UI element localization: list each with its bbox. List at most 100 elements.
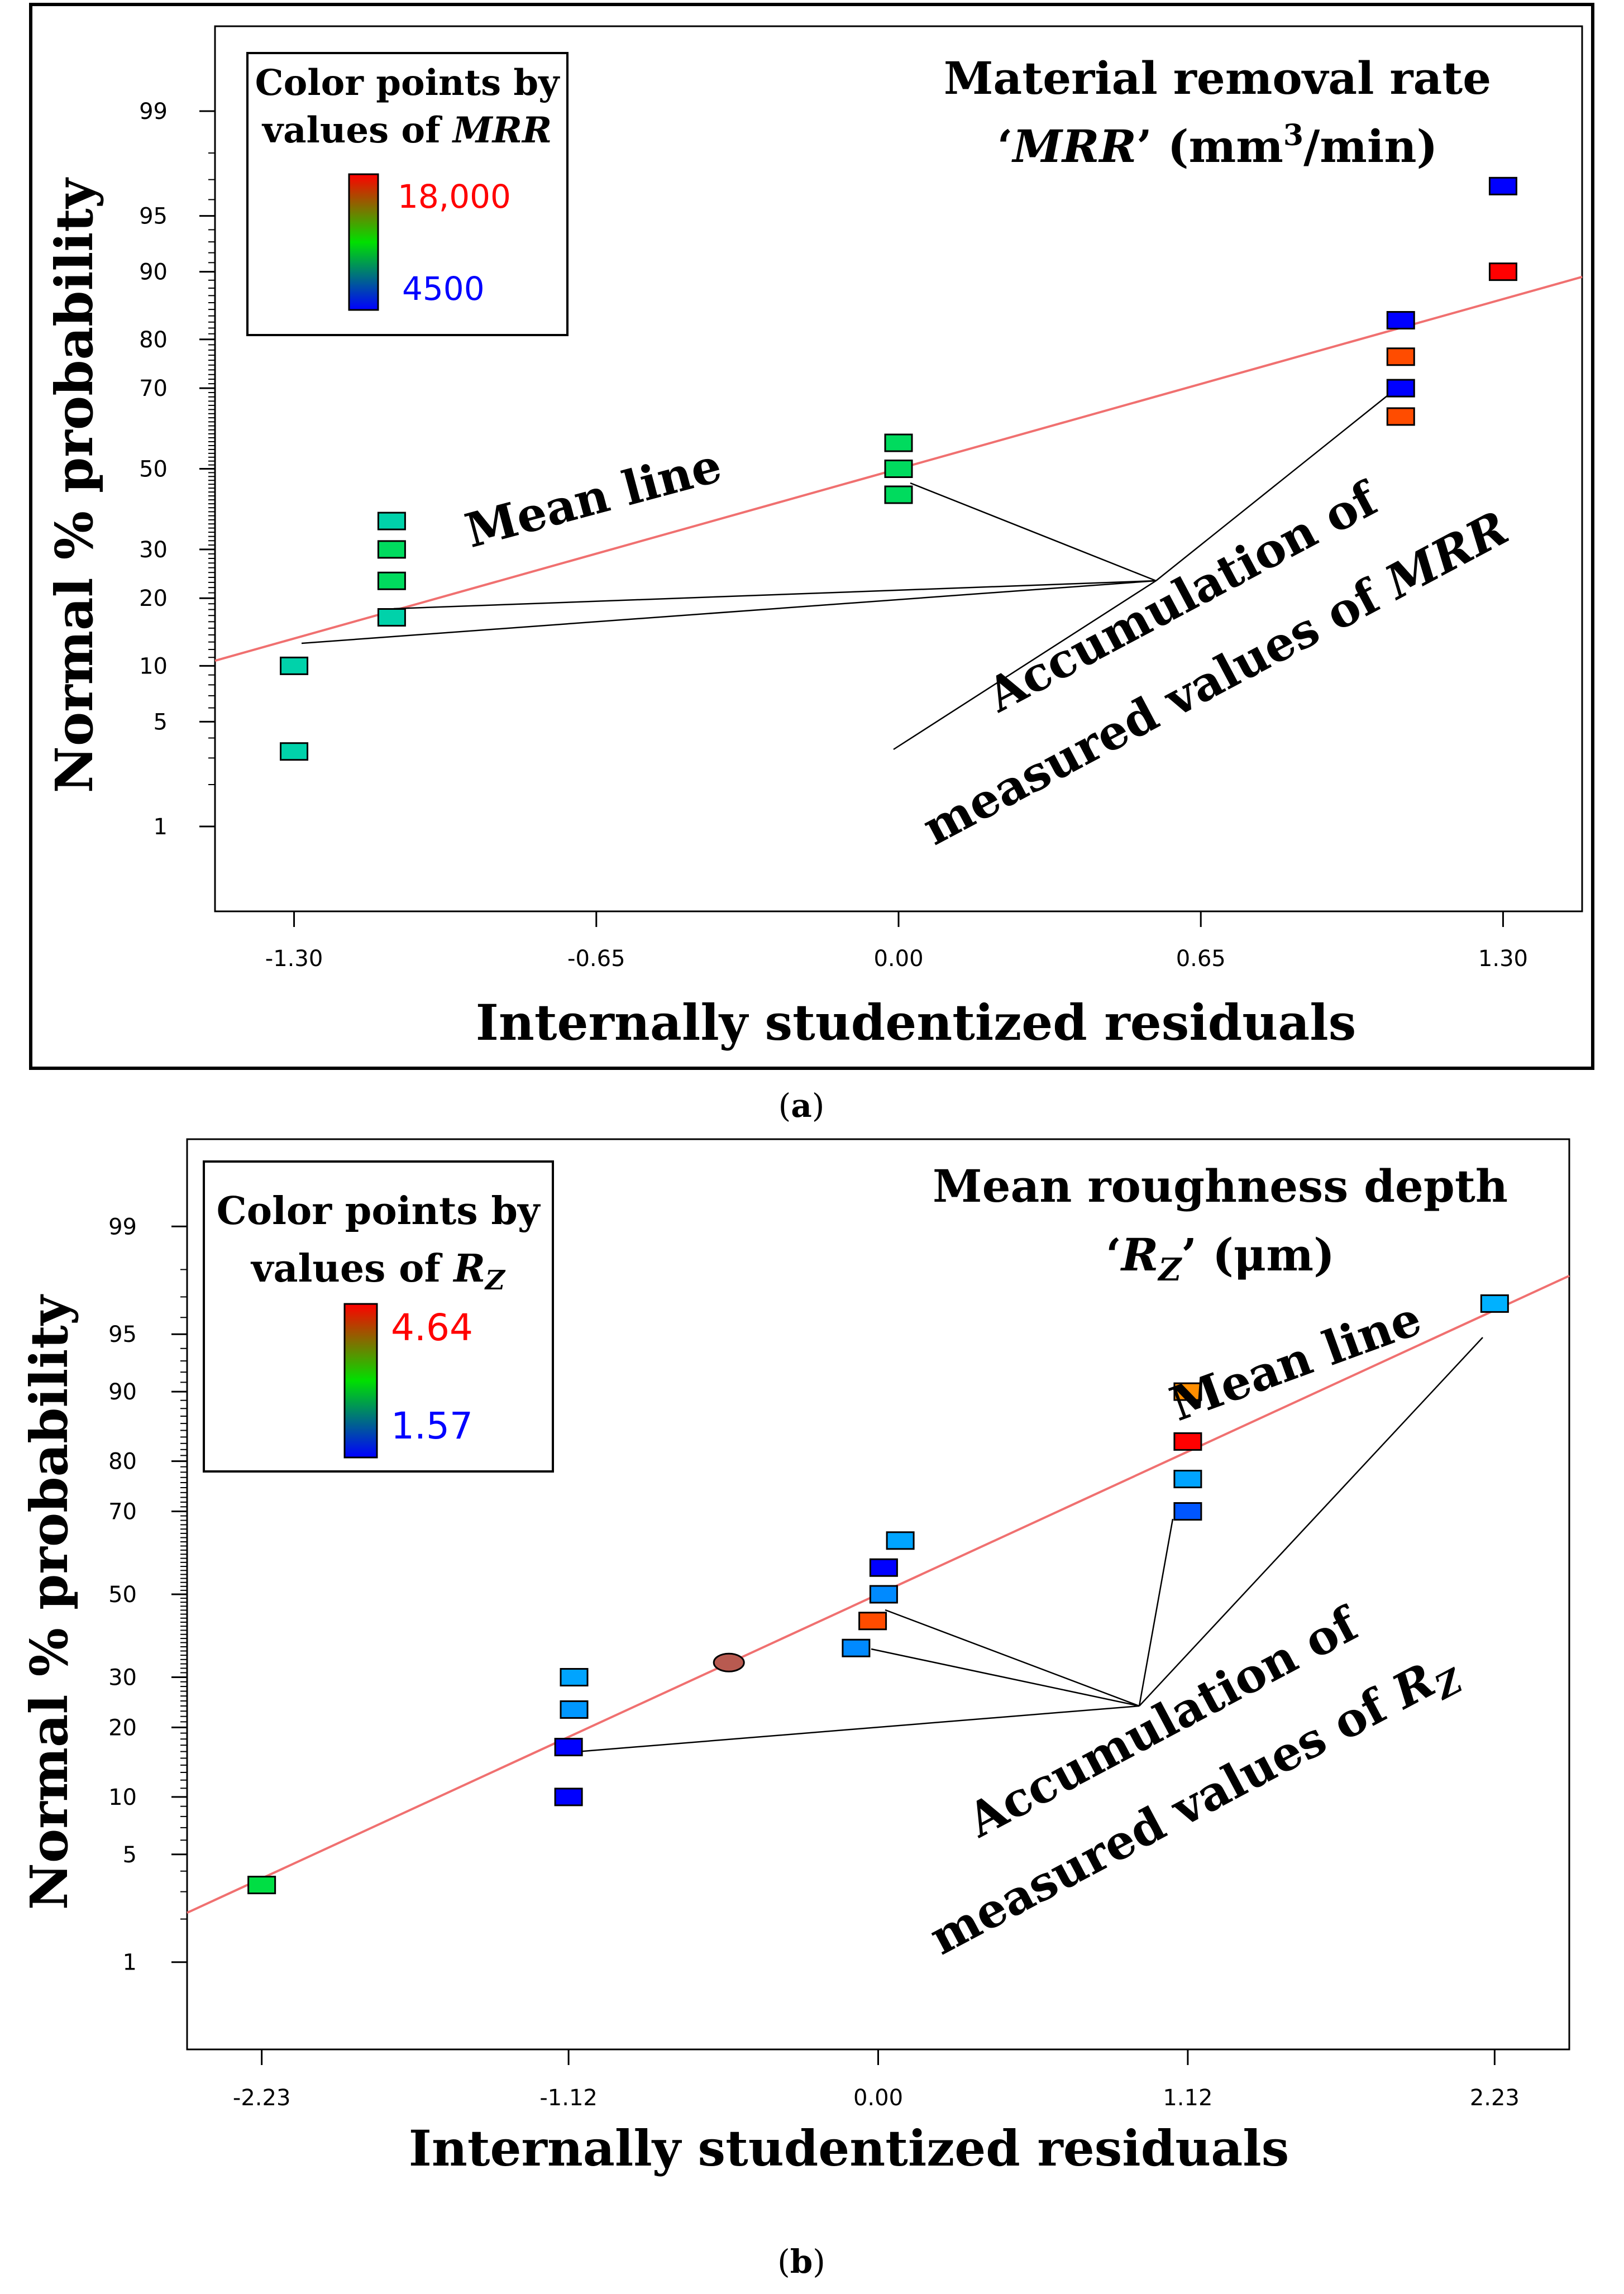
annotation-leader-line [1138, 1518, 1174, 1707]
x-tick-label: 2.23 [1470, 2085, 1520, 2111]
data-point [1488, 262, 1517, 281]
panel-a-annotation-lines [301, 386, 1399, 751]
annotation-leader-line [569, 1705, 1140, 1753]
panel-b-caption: (b) [777, 2243, 825, 2281]
data-point [1173, 1502, 1202, 1521]
panel-b-x-ticks: -2.23 -1.12 0.00 1.12 2.23 [233, 2049, 1520, 2111]
panel-b-colorbar [343, 1303, 378, 1459]
y-tick-label: 30 [139, 537, 168, 563]
data-point [858, 1612, 887, 1631]
panel-a-legend-box [246, 52, 569, 336]
x-tick-label: -1.30 [265, 946, 323, 972]
panel-a-legend-high: 18,000 [398, 178, 511, 216]
data-point [1386, 379, 1415, 398]
y-tick-label: 95 [139, 204, 168, 230]
panel-b-legend-title: Color points by [217, 1189, 541, 1234]
data-point [886, 1531, 915, 1550]
y-tick-label: 5 [154, 709, 168, 735]
panel-b-title-line1: Mean roughness depth [933, 1160, 1508, 1212]
data-point [377, 571, 406, 590]
data-point [377, 512, 406, 531]
panel-a-y-axis-label: Normal % probability [44, 177, 104, 793]
y-tick-label: 70 [139, 376, 168, 402]
data-point [1386, 310, 1415, 329]
annotation-leader-line [1155, 386, 1399, 581]
data-point [1173, 1382, 1202, 1401]
annotation-leader-line [1139, 1337, 1483, 1707]
data-point [280, 742, 309, 761]
data-point [842, 1638, 871, 1657]
x-tick-label: -1.12 [539, 2085, 598, 2111]
y-tick-label: 10 [139, 653, 168, 679]
y-tick-label: 50 [139, 457, 168, 482]
panel-a-points [280, 176, 1517, 761]
data-point [554, 1738, 583, 1757]
y-tick-label: 5 [123, 1842, 137, 1868]
panel-b-title-line2: ‘RZ’ (μm) [1106, 1229, 1335, 1288]
data-point [1386, 407, 1415, 426]
panel-b-points [247, 1294, 1509, 1895]
data-point [884, 485, 913, 504]
x-tick-label: 0.00 [853, 2085, 903, 2111]
panel-a-title-line1: Material removal rate [944, 52, 1491, 104]
annotation-leader-line [301, 580, 1157, 644]
panel-a: 1 5 10 20 30 50 70 80 90 95 99 -1.30 -0.65 0.00 0.65 1… [29, 3, 1594, 1125]
y-tick-label: 30 [108, 1665, 137, 1690]
panel-a-legend-low: 4500 [402, 270, 485, 308]
y-tick-label: 80 [108, 1449, 137, 1475]
y-tick-label: 90 [139, 260, 168, 285]
y-tick-label: 99 [108, 1214, 137, 1240]
y-tick-label: 99 [139, 99, 168, 125]
data-point [1480, 1294, 1509, 1313]
y-tick-label: 70 [108, 1499, 137, 1525]
annotation-leader-line [910, 482, 1157, 582]
panel-a-frame [29, 3, 1594, 1070]
data-point [560, 1667, 589, 1686]
x-tick-label: -2.23 [233, 2085, 291, 2111]
panel-b-x-axis-label: Internally studentized residuals [409, 2119, 1289, 2177]
panel-a-x-ticks: -1.30 -0.65 0.00 0.65 1.30 [265, 911, 1528, 972]
x-tick-label: 1.12 [1163, 2085, 1212, 2111]
x-tick-label: -0.65 [567, 946, 625, 972]
panel-a-title-line2: ‘MRR’ (mm3/min) [997, 118, 1438, 173]
data-point [247, 1876, 276, 1895]
panel-b-legend-high: 4.64 [391, 1306, 473, 1349]
y-tick-label: 80 [139, 327, 168, 353]
data-point [560, 1700, 589, 1719]
data-point [713, 1652, 745, 1672]
data-point [1386, 347, 1415, 366]
data-point [280, 656, 309, 675]
data-point [884, 460, 913, 478]
x-tick-label: 0.65 [1176, 946, 1226, 972]
data-point [869, 1558, 898, 1577]
y-tick-label: 20 [139, 586, 168, 611]
panel-b-legend-subtitle: values of RZ [250, 1246, 506, 1296]
panel-a-legend: Color points by values of MRR 18,000 450… [246, 52, 569, 336]
panel-b-y-ticks: 1 5 10 20 30 50 70 80 90 95 99 [108, 1214, 187, 1976]
panel-a-x-axis-label: Internally studentized residuals [476, 993, 1356, 1052]
data-point [377, 608, 406, 627]
y-tick-label: 10 [108, 1785, 137, 1810]
panel-b: 1 5 10 20 30 50 70 80 90 95 99 -2.23 -1.12 0.00 1.12 2… [19, 1138, 1570, 2281]
y-tick-label: 1 [123, 1950, 137, 1976]
x-tick-label: 1.30 [1478, 946, 1528, 972]
panel-b-legend-low: 1.57 [391, 1404, 473, 1447]
y-tick-label: 90 [108, 1379, 137, 1405]
y-tick-label: 1 [154, 814, 168, 840]
panel-a-legend-subtitle: values of MRR [261, 109, 552, 151]
panel-a-mean-line-label: Mean line [460, 437, 727, 558]
annotation-leader-line [393, 580, 1157, 610]
panel-b-legend-box [203, 1160, 554, 1473]
panel-a-legend-title: Color points by [255, 62, 561, 104]
data-point [1488, 176, 1517, 195]
data-point [377, 540, 406, 559]
data-point [869, 1585, 898, 1604]
y-tick-label: 50 [108, 1582, 137, 1608]
annotation-leader-line [885, 1609, 1140, 1707]
data-point [1173, 1470, 1202, 1489]
annotation-leader-line [871, 1648, 1140, 1707]
data-point [884, 433, 913, 452]
data-point [1173, 1432, 1202, 1451]
panel-b-y-axis-label: Normal % probability [19, 1294, 79, 1910]
